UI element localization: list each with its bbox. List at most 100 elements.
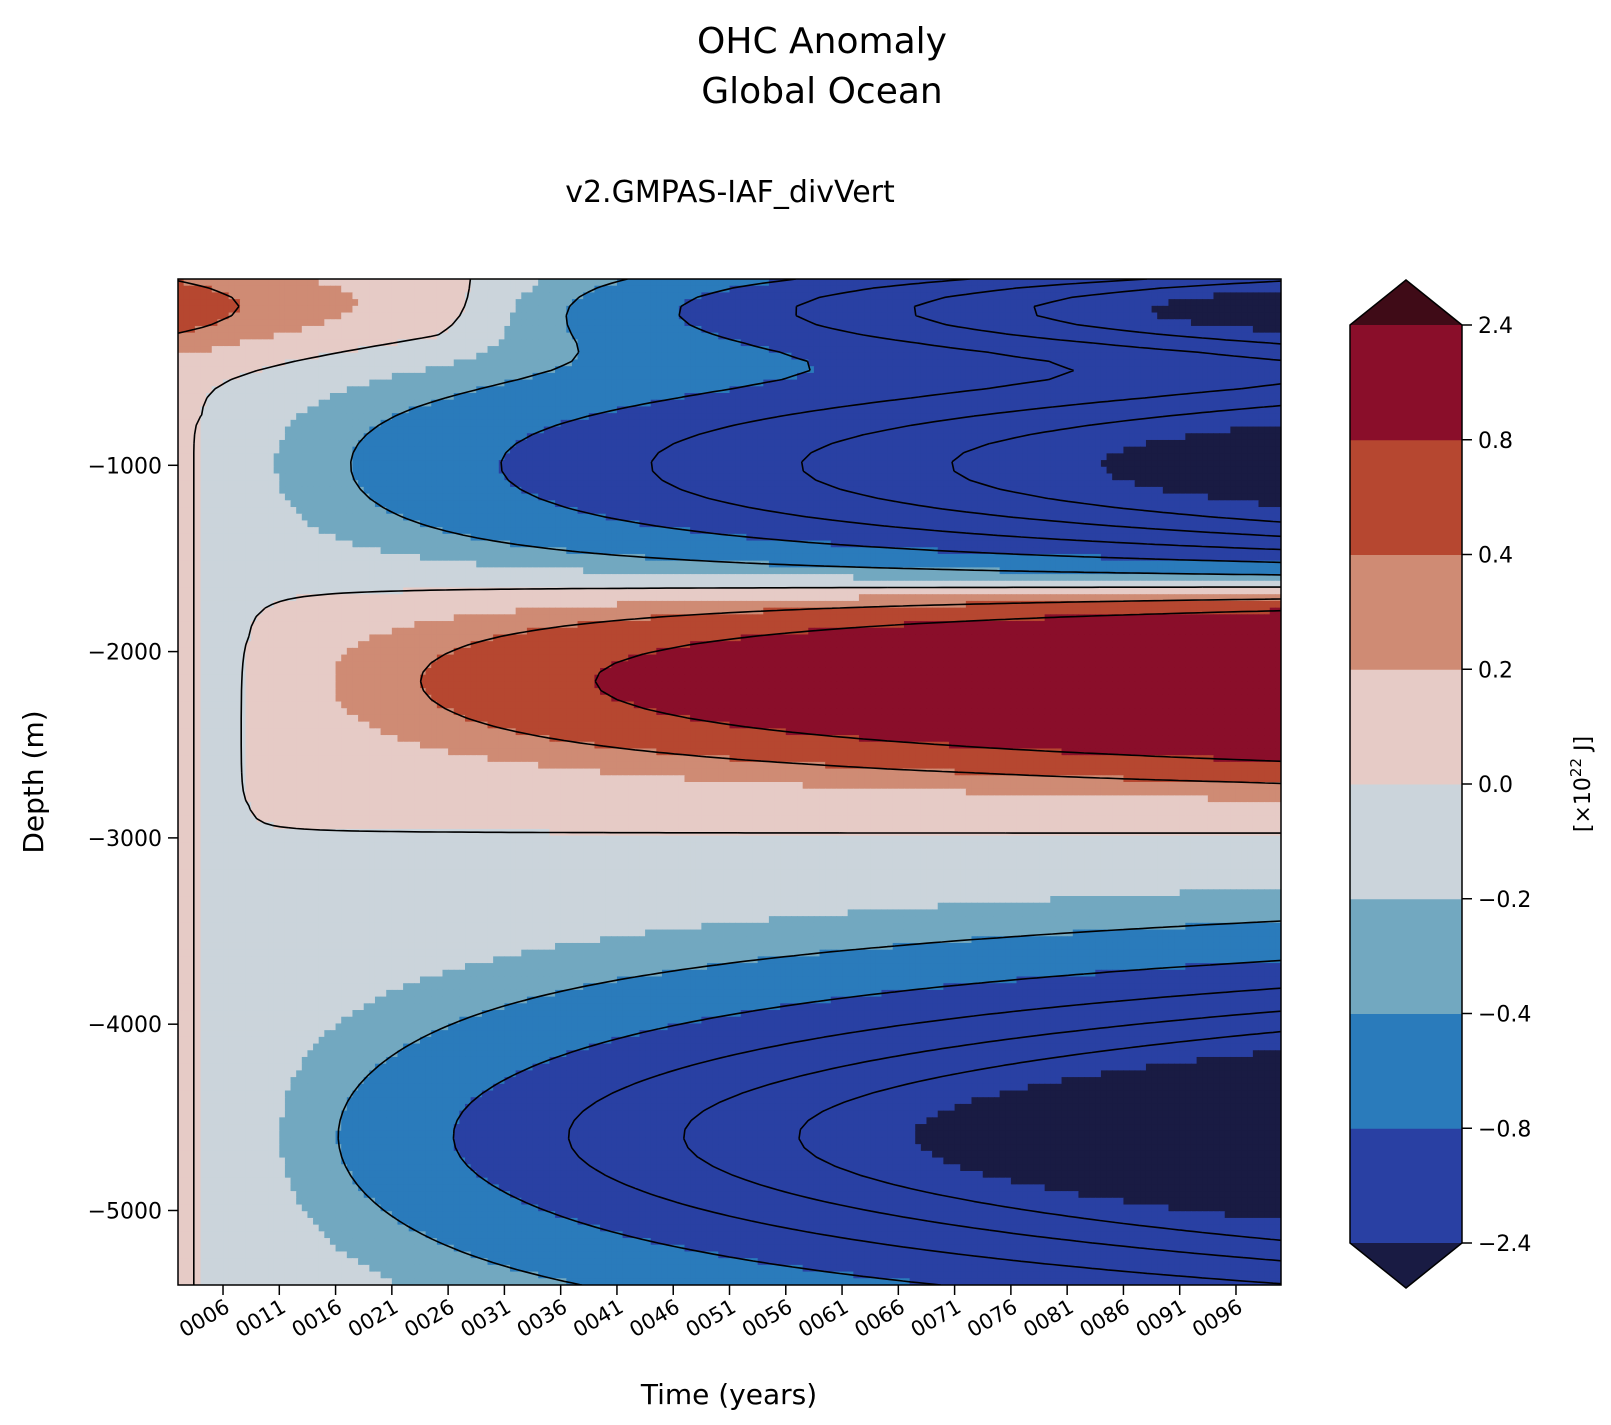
- field-cell: [780, 299, 786, 306]
- field-cell: [516, 420, 522, 427]
- field-cell: [752, 366, 758, 373]
- field-cell: [291, 279, 297, 286]
- field-cell: [1270, 286, 1276, 293]
- field-cell: [268, 413, 274, 420]
- field-cell: [561, 400, 567, 407]
- field-cell: [600, 326, 606, 333]
- field-cell: [786, 333, 792, 340]
- field-cell: [786, 406, 792, 413]
- field-cell: [690, 380, 696, 387]
- field-cell: [397, 313, 403, 320]
- field-cell: [414, 326, 420, 333]
- field-cell: [915, 386, 921, 393]
- field-cell: [960, 333, 966, 340]
- field-cell: [1011, 406, 1017, 413]
- field-cell: [848, 420, 854, 427]
- field-cell: [504, 313, 510, 320]
- field-cell: [836, 353, 842, 360]
- field-cell: [257, 286, 263, 293]
- field-cell: [690, 313, 696, 320]
- field-cell: [336, 393, 342, 400]
- field-cell: [1135, 380, 1141, 387]
- field-cell: [499, 359, 505, 366]
- field-cell: [437, 306, 443, 313]
- field-cell: [859, 319, 865, 326]
- field-cell: [1264, 359, 1270, 366]
- field-cell: [527, 333, 533, 340]
- field-cell: [178, 313, 184, 320]
- field-cell: [966, 299, 972, 306]
- field-cell: [713, 339, 719, 346]
- field-cell: [696, 400, 702, 407]
- field-cell: [454, 427, 460, 434]
- field-cell: [229, 353, 235, 360]
- field-cell: [983, 306, 989, 313]
- field-cell: [814, 420, 820, 427]
- field-cell: [1225, 346, 1231, 353]
- field-cell: [651, 420, 657, 427]
- field-cell: [285, 292, 291, 299]
- field-cell: [915, 413, 921, 420]
- field-cell: [730, 292, 736, 299]
- field-cell: [1123, 386, 1129, 393]
- field-cell: [291, 333, 297, 340]
- field-cell: [1067, 346, 1073, 353]
- field-cell: [763, 333, 769, 340]
- field-cell: [364, 339, 370, 346]
- field-cell: [471, 406, 477, 413]
- field-cell: [651, 406, 657, 413]
- field-cell: [938, 440, 944, 447]
- field-cell: [313, 386, 319, 393]
- field-cell: [1168, 433, 1174, 440]
- field-cell: [1270, 427, 1276, 434]
- field-cell: [257, 313, 263, 320]
- field-cell: [820, 413, 826, 420]
- field-cell: [988, 373, 994, 380]
- field-cell: [825, 353, 831, 360]
- field-cell: [1028, 326, 1034, 333]
- field-cell: [831, 346, 837, 353]
- field-cell: [1230, 380, 1236, 387]
- field-cell: [904, 299, 910, 306]
- field-cell: [1011, 373, 1017, 380]
- field-cell: [1264, 373, 1270, 380]
- field-cell: [971, 279, 977, 286]
- field-cell: [482, 353, 488, 360]
- field-cell: [386, 299, 392, 306]
- field-cell: [684, 292, 690, 299]
- field-cell: [482, 299, 488, 306]
- field-cell: [960, 299, 966, 306]
- field-cell: [1028, 440, 1034, 447]
- field-cell: [369, 406, 375, 413]
- field-cell: [769, 319, 775, 326]
- field-cell: [651, 333, 657, 340]
- field-cell: [707, 299, 713, 306]
- field-cell: [369, 366, 375, 373]
- field-cell: [330, 427, 336, 434]
- field-cell: [701, 339, 707, 346]
- field-cell: [262, 380, 268, 387]
- field-cell: [476, 306, 482, 313]
- field-cell: [606, 400, 612, 407]
- field-cell: [848, 279, 854, 286]
- field-cell: [386, 306, 392, 313]
- field-cell: [184, 359, 190, 366]
- field-cell: [758, 299, 764, 306]
- field-cell: [898, 433, 904, 440]
- field-cell: [1000, 319, 1006, 326]
- field-cell: [1067, 279, 1073, 286]
- field-cell: [279, 313, 285, 320]
- field-cell: [493, 427, 499, 434]
- field-cell: [268, 292, 274, 299]
- field-cell: [437, 366, 443, 373]
- field-cell: [533, 393, 539, 400]
- field-cell: [893, 353, 899, 360]
- field-cell: [381, 380, 387, 387]
- field-cell: [656, 353, 662, 360]
- field-cell: [431, 420, 437, 427]
- field-cell: [442, 413, 448, 420]
- field-cell: [572, 313, 578, 320]
- field-cell: [454, 299, 460, 306]
- field-cell: [1264, 319, 1270, 326]
- field-cell: [352, 386, 358, 393]
